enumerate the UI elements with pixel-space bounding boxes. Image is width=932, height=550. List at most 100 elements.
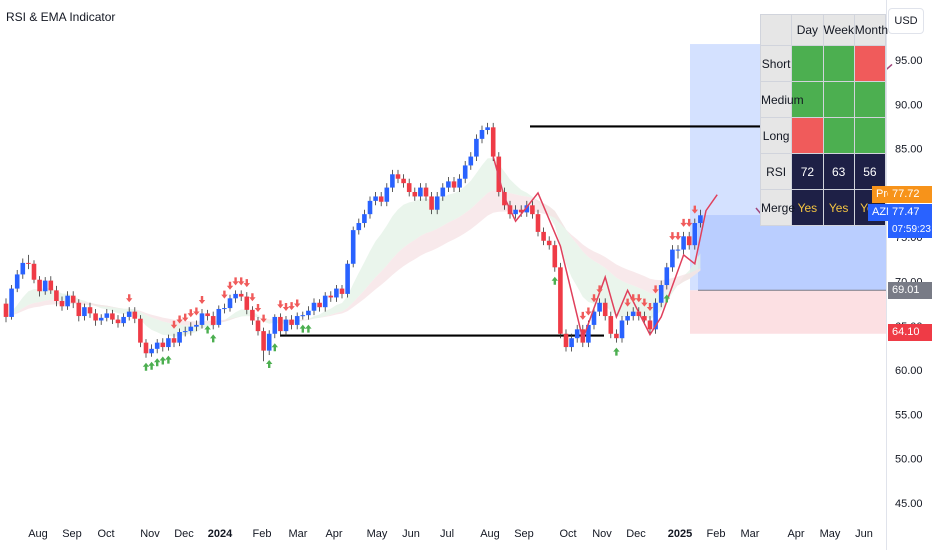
- sell-arrow: [193, 307, 200, 316]
- table-header: Month: [853, 14, 888, 46]
- candle-body: [614, 333, 619, 339]
- candle-body: [278, 316, 283, 332]
- candle-body: [658, 285, 664, 303]
- x-tick-label: Sep: [62, 528, 82, 540]
- candle-body: [362, 214, 367, 224]
- sell-arrow: [288, 302, 295, 311]
- table-corner: [759, 14, 793, 46]
- table-row-label: Short: [759, 45, 793, 82]
- x-tick-label: 2024: [208, 528, 233, 540]
- candle-body: [401, 178, 406, 184]
- candle-body: [266, 333, 272, 351]
- candle-body: [367, 200, 373, 215]
- candle-body: [546, 240, 552, 246]
- candle-body: [462, 165, 468, 179]
- candle-body: [681, 236, 686, 250]
- candle-body: [289, 319, 294, 325]
- buy-arrow: [154, 358, 161, 367]
- candle-body: [87, 307, 93, 314]
- candle-body: [138, 318, 143, 343]
- y-tick-label: 85.00: [895, 144, 923, 156]
- candle-body: [205, 313, 210, 317]
- candle-body: [227, 298, 233, 309]
- candle-body: [530, 205, 535, 215]
- candle-body: [143, 342, 149, 354]
- table-cell: Yes: [822, 189, 855, 226]
- sell-arrow: [170, 320, 178, 329]
- y-tick-label: 90.00: [895, 99, 923, 111]
- candle-body: [328, 295, 334, 298]
- candle-body: [93, 313, 98, 321]
- candle-body: [647, 320, 653, 330]
- sell-arrow: [221, 290, 228, 299]
- candle-body: [199, 313, 205, 325]
- candle-body: [490, 127, 496, 157]
- x-tick-label: Dec: [626, 528, 646, 540]
- candle-body: [586, 324, 591, 343]
- sell-arrow: [226, 281, 234, 290]
- candle-body: [238, 293, 244, 297]
- candle-body: [294, 316, 300, 325]
- currency-button[interactable]: USD: [888, 8, 924, 34]
- candle-body: [395, 174, 401, 179]
- candle-body: [630, 311, 636, 317]
- candle-body: [3, 303, 9, 317]
- table-cell: [853, 117, 887, 154]
- forecast-lower-zone: [690, 290, 886, 334]
- x-tick-label: Dec: [174, 528, 194, 540]
- x-tick-label: May: [367, 528, 388, 540]
- table-cell: [791, 45, 824, 82]
- candle-body: [485, 127, 490, 130]
- sell-arrow: [294, 299, 301, 308]
- table-cell: Yes: [791, 189, 824, 226]
- x-tick-label: 2025: [668, 528, 692, 540]
- table-row-label: Merge: [759, 189, 795, 226]
- buy-arrow: [613, 347, 620, 356]
- candle-body: [479, 129, 485, 139]
- sell-arrow: [254, 303, 262, 312]
- symbol-tag: AZN: [868, 204, 894, 221]
- table-row-label: RSI: [759, 153, 793, 190]
- buy-arrow: [551, 276, 558, 285]
- indicator-title: RSI & EMA Indicator: [6, 10, 116, 24]
- candle-body: [406, 183, 412, 193]
- candle-body: [608, 316, 614, 334]
- buy-arrow: [299, 324, 306, 333]
- table-cell: [853, 45, 887, 82]
- table-cell: [791, 81, 824, 118]
- candle-body: [423, 187, 429, 197]
- sell-arrow: [198, 295, 206, 304]
- candle-body: [300, 315, 306, 317]
- candle-body: [524, 205, 530, 213]
- table-header: Day: [791, 14, 824, 46]
- zigzag-line: [492, 156, 718, 342]
- x-tick-label: Oct: [559, 528, 576, 540]
- candle-body: [110, 313, 115, 320]
- buy-arrow: [210, 334, 217, 343]
- candle-body: [149, 348, 154, 354]
- y-tick-label: 45.00: [895, 498, 923, 510]
- candle-body: [356, 223, 362, 231]
- candle-body: [272, 316, 278, 334]
- sell-arrow: [585, 307, 592, 316]
- x-tick-label: Mar: [289, 528, 308, 540]
- sell-arrow: [669, 232, 676, 241]
- buy-arrow: [663, 294, 670, 303]
- sell-arrow: [182, 313, 189, 322]
- candle-body: [132, 311, 138, 319]
- candle-body: [166, 338, 171, 348]
- candle-body: [591, 311, 597, 325]
- candle-body: [210, 316, 216, 325]
- candle-body: [664, 267, 670, 286]
- trend-table: Day Week Month Short Medium Long RSI 72 63 56 Merg…: [759, 14, 888, 226]
- candle-body: [311, 302, 317, 311]
- candle-body: [48, 280, 54, 291]
- x-tick-label: Nov: [592, 528, 612, 540]
- buy-arrow: [204, 325, 211, 334]
- buy-arrow: [266, 360, 273, 369]
- table-cell: [822, 81, 855, 118]
- candle-body: [434, 196, 440, 210]
- candle-body: [569, 338, 574, 348]
- candle-body: [182, 331, 188, 333]
- candle-body: [177, 332, 182, 343]
